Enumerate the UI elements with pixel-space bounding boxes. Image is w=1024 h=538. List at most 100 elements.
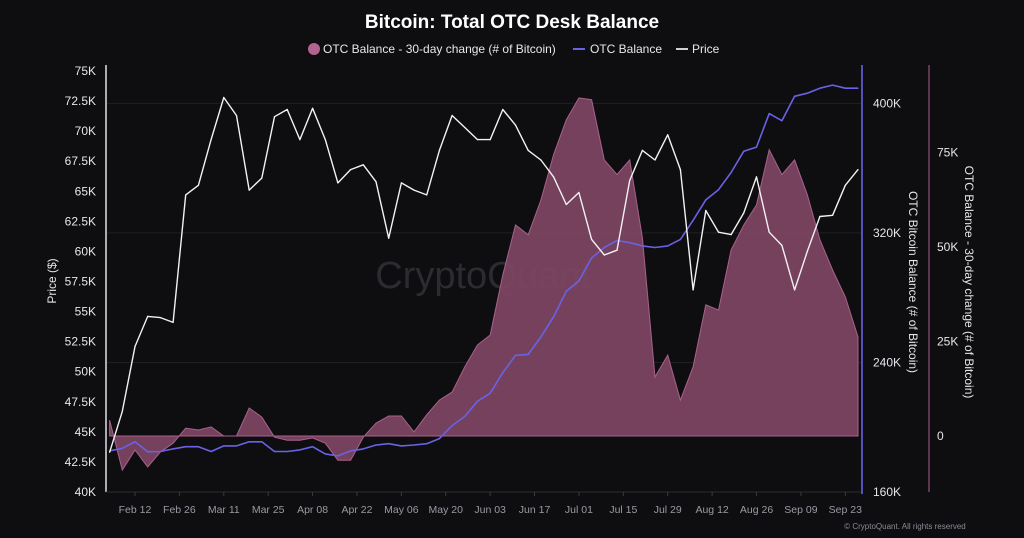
price-line-point (565, 203, 567, 206)
legend: OTC Balance - 30-day change (# of Bitcoi… (308, 42, 720, 56)
price-line-point (755, 176, 758, 178)
price-line-point (413, 189, 415, 191)
balance-line-point (603, 246, 605, 249)
price-line-point (375, 181, 377, 183)
balance-line-point (755, 146, 758, 148)
plot-area (108, 84, 859, 472)
price-line-point (502, 108, 504, 111)
price-line-point (324, 139, 326, 141)
chart-title: Bitcoin: Total OTC Desk Balance (365, 12, 659, 33)
balance-line-point (476, 400, 479, 402)
balance-line-point (388, 443, 390, 445)
balance-line-point (235, 445, 238, 447)
price-line-point (438, 149, 440, 151)
x-tick-label: Feb 26 (163, 504, 196, 516)
balance-tick-label: 320K (873, 226, 901, 240)
price-line-point (794, 289, 796, 291)
copyright: © CryptoQuant. All rights reserved (844, 522, 966, 531)
balance-line-point (147, 451, 149, 453)
price-line-point (350, 169, 352, 171)
balance-line-point (667, 245, 669, 247)
legend-circle-icon (308, 43, 320, 55)
balance-line-point (350, 450, 352, 452)
x-tick-label: Aug 12 (695, 504, 728, 516)
price-line-point (464, 126, 466, 129)
price-line-point (667, 134, 669, 136)
balance-line-point (679, 238, 682, 240)
balance-line-point (819, 87, 821, 89)
x-tick-label: Mar 25 (252, 504, 285, 516)
price-tick-label: 40K (75, 485, 96, 499)
balance-line-point (223, 445, 225, 447)
price-tick-label: 62.5K (65, 214, 96, 228)
balance-line-point (375, 444, 377, 446)
price-tick-label: 50K (75, 365, 96, 379)
price-line-point (654, 159, 656, 161)
x-tick-label: Mar 11 (208, 504, 240, 516)
balance-line-point (553, 316, 555, 318)
price-line-point (730, 234, 732, 236)
price-line-point (273, 116, 276, 118)
price-tick-label: 60K (75, 244, 96, 258)
x-tick-label: Jun 17 (519, 504, 551, 516)
balance-tick-label: 400K (873, 96, 901, 110)
balance-tick-label: 160K (873, 485, 901, 499)
balance-line-point (527, 353, 529, 355)
price-line-point (679, 169, 682, 171)
price-line-point (286, 108, 288, 111)
price-line-point (172, 321, 174, 323)
price-line-point (641, 149, 644, 151)
legend-label-change: OTC Balance - 30-day change (# of Bitcoi… (323, 42, 556, 56)
price-line-point (299, 139, 301, 141)
price-line-point (781, 244, 783, 246)
balance-line-point (400, 445, 402, 447)
x-tick-label: May 20 (429, 504, 464, 516)
price-tick-label: 52.5K (65, 335, 96, 349)
price-line-point (426, 194, 428, 196)
price-line-point (527, 149, 529, 151)
change-tick-label: 75K (937, 145, 958, 159)
legend-item-price[interactable]: Price (676, 42, 720, 56)
price-line-point (109, 451, 111, 453)
price-line-point (806, 250, 808, 252)
price-line-point (223, 96, 225, 99)
price-line-point (844, 184, 846, 186)
price-line-point (857, 169, 859, 171)
price-line-point (540, 159, 542, 161)
balance-line-point (857, 87, 859, 89)
change-tick-label: 50K (937, 240, 958, 254)
balance-line-point (312, 446, 314, 448)
x-tick-label: Jul 01 (565, 504, 593, 516)
balance-line-point (273, 450, 276, 453)
x-tick-label: Sep 09 (784, 504, 817, 516)
balance-line-point (844, 87, 846, 89)
price-line-point (235, 114, 238, 117)
price-line-point (603, 254, 605, 256)
price-axis-label: Price ($) (45, 258, 59, 303)
price-line-point (261, 177, 263, 179)
price-line-point (629, 179, 631, 182)
price-line-point (553, 176, 555, 178)
balance-line-point (743, 150, 745, 152)
price-line-point (476, 139, 479, 141)
balance-line-point (185, 446, 187, 448)
legend-item-change[interactable]: OTC Balance - 30-day change (# of Bitcoi… (308, 42, 556, 56)
balance-line-point (502, 372, 504, 374)
x-tick-label: Apr 08 (297, 504, 328, 516)
price-line-point (717, 231, 720, 233)
balance-line-point (489, 392, 491, 394)
balance-line-point (159, 450, 161, 453)
balance-line-point (540, 336, 542, 338)
price-line (108, 96, 859, 453)
price-line-point (616, 249, 618, 251)
legend-item-balance[interactable]: OTC Balance (573, 42, 662, 56)
price-line-point (210, 139, 212, 141)
balance-line (109, 84, 858, 457)
balance-line-point (248, 441, 250, 443)
price-line-point (692, 289, 694, 291)
balance-line-point (299, 449, 301, 451)
x-tick-label: Sep 23 (829, 504, 862, 516)
price-line-point (591, 238, 593, 240)
price-tick-label: 57.5K (65, 275, 96, 289)
